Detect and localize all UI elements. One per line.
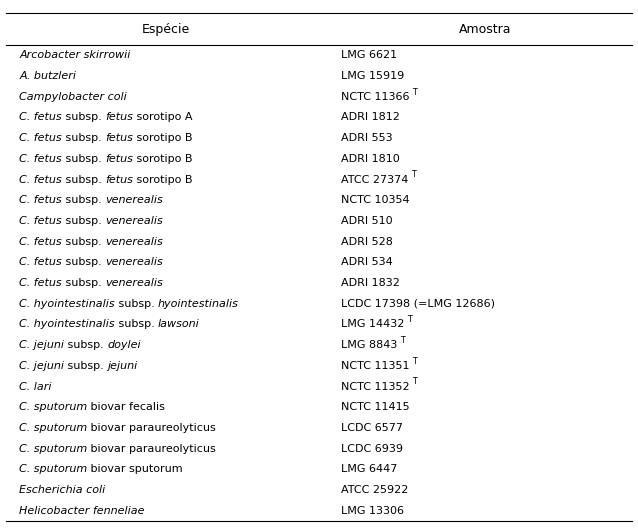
Text: ADRI 1810: ADRI 1810 xyxy=(341,154,400,164)
Text: C. fetus: C. fetus xyxy=(19,257,62,267)
Text: sorotipo B: sorotipo B xyxy=(133,154,193,164)
Text: hyointestinalis: hyointestinalis xyxy=(158,299,239,309)
Text: Espécie: Espécie xyxy=(142,23,190,35)
Text: sorotipo B: sorotipo B xyxy=(133,133,193,143)
Text: C. fetus: C. fetus xyxy=(19,154,62,164)
Text: C. fetus: C. fetus xyxy=(19,133,62,143)
Text: venerealis: venerealis xyxy=(105,195,163,205)
Text: NCTC 11366: NCTC 11366 xyxy=(341,92,410,102)
Text: T: T xyxy=(399,336,404,345)
Text: fetus: fetus xyxy=(105,175,133,185)
Text: ADRI 534: ADRI 534 xyxy=(341,257,393,267)
Text: C. fetus: C. fetus xyxy=(19,236,62,247)
Text: fetus: fetus xyxy=(105,154,133,164)
Text: venerealis: venerealis xyxy=(105,257,163,267)
Text: Escherichia coli: Escherichia coli xyxy=(19,485,105,495)
Text: LCDC 6939: LCDC 6939 xyxy=(341,444,403,453)
Text: ADRI 1832: ADRI 1832 xyxy=(341,278,400,288)
Text: subsp.: subsp. xyxy=(115,320,158,330)
Text: T: T xyxy=(412,378,417,387)
Text: LMG 15919: LMG 15919 xyxy=(341,71,404,81)
Text: subsp.: subsp. xyxy=(62,113,105,122)
Text: sorotipo B: sorotipo B xyxy=(133,175,193,185)
Text: C. hyointestinalis: C. hyointestinalis xyxy=(19,299,115,309)
Text: ADRI 1812: ADRI 1812 xyxy=(341,113,400,122)
Text: subsp.: subsp. xyxy=(62,216,105,226)
Text: C. fetus: C. fetus xyxy=(19,175,62,185)
Text: venerealis: venerealis xyxy=(105,216,163,226)
Text: subsp.: subsp. xyxy=(62,236,105,247)
Text: subsp.: subsp. xyxy=(62,257,105,267)
Text: C. sputorum: C. sputorum xyxy=(19,423,87,433)
Text: subsp.: subsp. xyxy=(62,154,105,164)
Text: NCTC 11415: NCTC 11415 xyxy=(341,402,410,412)
Text: subsp.: subsp. xyxy=(64,361,107,371)
Text: C. fetus: C. fetus xyxy=(19,216,62,226)
Text: lawsoni: lawsoni xyxy=(158,320,200,330)
Text: fetus: fetus xyxy=(105,133,133,143)
Text: C. lari: C. lari xyxy=(19,381,52,391)
Text: Amostra: Amostra xyxy=(459,23,511,35)
Text: T: T xyxy=(412,88,417,97)
Text: LMG 6447: LMG 6447 xyxy=(341,464,397,475)
Text: LMG 8843: LMG 8843 xyxy=(341,340,397,350)
Text: biovar paraureolyticus: biovar paraureolyticus xyxy=(87,444,216,453)
Text: LCDC 17398 (=LMG 12686): LCDC 17398 (=LMG 12686) xyxy=(341,299,495,309)
Text: C. fetus: C. fetus xyxy=(19,195,62,205)
Text: jejuni: jejuni xyxy=(107,361,138,371)
Text: venerealis: venerealis xyxy=(105,236,163,247)
Text: T: T xyxy=(406,315,412,324)
Text: Helicobacter fenneliae: Helicobacter fenneliae xyxy=(19,506,145,516)
Text: C. sputorum: C. sputorum xyxy=(19,464,87,475)
Text: doylei: doylei xyxy=(107,340,141,350)
Text: biovar paraureolyticus: biovar paraureolyticus xyxy=(87,423,216,433)
Text: Campylobacter coli: Campylobacter coli xyxy=(19,92,127,102)
Text: LMG 6621: LMG 6621 xyxy=(341,50,397,60)
Text: C. jejuni: C. jejuni xyxy=(19,340,64,350)
Text: T: T xyxy=(412,357,417,366)
Text: ADRI 528: ADRI 528 xyxy=(341,236,393,247)
Text: C. sputorum: C. sputorum xyxy=(19,402,87,412)
Text: biovar sputorum: biovar sputorum xyxy=(87,464,183,475)
Text: biovar fecalis: biovar fecalis xyxy=(87,402,165,412)
Text: Arcobacter skirrowii: Arcobacter skirrowii xyxy=(19,50,131,60)
Text: T: T xyxy=(411,170,415,179)
Text: subsp.: subsp. xyxy=(115,299,158,309)
Text: C. sputorum: C. sputorum xyxy=(19,444,87,453)
Text: subsp.: subsp. xyxy=(62,133,105,143)
Text: C. jejuni: C. jejuni xyxy=(19,361,64,371)
Text: ATCC 27374: ATCC 27374 xyxy=(341,175,409,185)
Text: A. butzleri: A. butzleri xyxy=(19,71,76,81)
Text: ADRI 553: ADRI 553 xyxy=(341,133,393,143)
Text: NCTC 11352: NCTC 11352 xyxy=(341,381,410,391)
Text: C. fetus: C. fetus xyxy=(19,113,62,122)
Text: ATCC 25922: ATCC 25922 xyxy=(341,485,409,495)
Text: venerealis: venerealis xyxy=(105,278,163,288)
Text: LMG 14432: LMG 14432 xyxy=(341,320,404,330)
Text: subsp.: subsp. xyxy=(62,175,105,185)
Text: NCTC 10354: NCTC 10354 xyxy=(341,195,410,205)
Text: ADRI 510: ADRI 510 xyxy=(341,216,393,226)
Text: subsp.: subsp. xyxy=(62,195,105,205)
Text: NCTC 11351: NCTC 11351 xyxy=(341,361,410,371)
Text: LMG 13306: LMG 13306 xyxy=(341,506,404,516)
Text: LCDC 6577: LCDC 6577 xyxy=(341,423,403,433)
Text: subsp.: subsp. xyxy=(62,278,105,288)
Text: fetus: fetus xyxy=(105,113,133,122)
Text: sorotipo A: sorotipo A xyxy=(133,113,193,122)
Text: C. hyointestinalis: C. hyointestinalis xyxy=(19,320,115,330)
Text: subsp.: subsp. xyxy=(64,340,107,350)
Text: C. fetus: C. fetus xyxy=(19,278,62,288)
